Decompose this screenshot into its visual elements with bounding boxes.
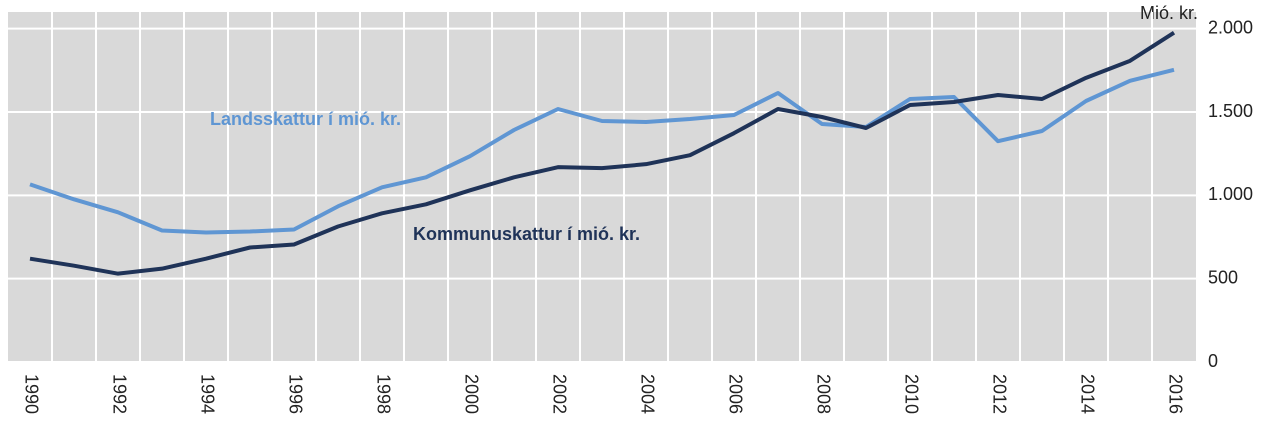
x-tick-label: 2012 [989,374,1009,414]
x-tick-label: 2002 [549,374,569,414]
x-tick-label: 2000 [461,374,481,414]
x-tick-label: 2006 [725,374,745,414]
x-tick-label: 2014 [1077,374,1097,414]
x-tick-label: 2016 [1165,374,1185,414]
x-tick-label: 1994 [197,374,217,414]
series-label: Kommunuskattur í mió. kr. [413,224,640,244]
y-tick-label: 2.000 [1208,17,1253,37]
plot-background [8,12,1196,362]
x-tick-label: 1998 [373,374,393,414]
y-tick-label: 1.000 [1208,184,1253,204]
x-tick-label: 2004 [637,374,657,414]
x-tick-label: 2008 [813,374,833,414]
x-tick-label: 1996 [285,374,305,414]
series-line [29,30,1176,276]
y-tick-label: 0 [1208,351,1218,371]
series-label: Landsskattur í mió. kr. [210,109,401,129]
y-axis-label: Mió. kr. [1140,3,1198,23]
x-tick-label: 2010 [901,374,921,414]
x-tick-label: 1992 [109,374,129,414]
x-tick-label: 1990 [21,374,41,414]
y-tick-label: 500 [1208,267,1238,287]
series-line [29,67,1175,235]
y-tick-label: 1.500 [1208,101,1253,121]
